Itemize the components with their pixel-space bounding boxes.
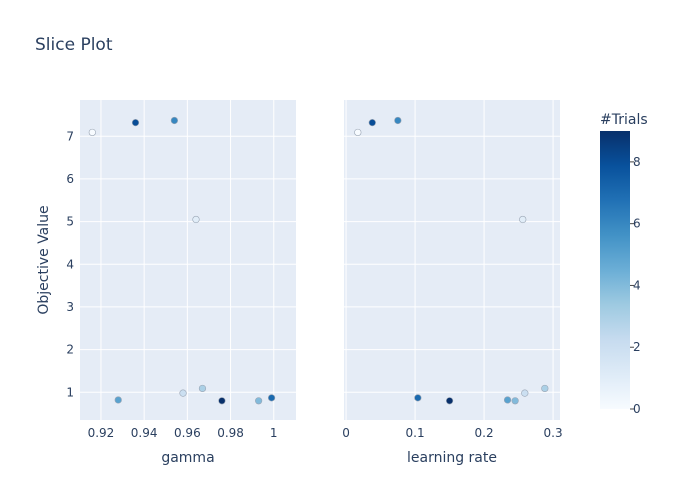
x-tick-label: 0: [342, 426, 350, 440]
x-tick-label: 0.92: [88, 426, 115, 440]
x-tick-label: 0.1: [406, 426, 425, 440]
data-point[interactable]: [503, 396, 512, 404]
chart-title: Slice Plot: [35, 35, 113, 55]
colorbar-tick-label: 8: [633, 155, 641, 169]
data-point[interactable]: [368, 119, 376, 127]
colorbar-tick-label: 0: [633, 402, 641, 416]
data-point[interactable]: [445, 397, 454, 405]
data-point[interactable]: [267, 394, 276, 402]
colorbar-tick-label: 4: [633, 278, 641, 292]
x-tick-label: 0.98: [217, 426, 244, 440]
plot-area: [80, 100, 296, 420]
data-point[interactable]: [519, 215, 527, 224]
data-point[interactable]: [114, 396, 122, 404]
data-point[interactable]: [131, 119, 140, 127]
x-tick-label: 0.96: [174, 426, 201, 440]
data-point[interactable]: [218, 397, 226, 405]
x-tick-label: 0.3: [544, 426, 563, 440]
y-tick-label: 3: [66, 300, 74, 314]
y-axis-label: Objective Value: [36, 205, 52, 314]
panel-gamma: 0.92 0.94 0.96 0.98 1 1 2 3 4 5 6 7 gamma: [66, 100, 296, 466]
y-tick-label: 7: [66, 129, 74, 143]
data-point[interactable]: [511, 397, 519, 405]
colorbar-tick-label: 6: [633, 217, 641, 231]
data-point[interactable]: [88, 128, 96, 137]
y-tick-label: 1: [66, 385, 74, 399]
x-tick-label: 0.2: [475, 426, 494, 440]
data-point[interactable]: [170, 116, 178, 125]
data-point[interactable]: [354, 128, 362, 137]
y-tick-label: 5: [66, 215, 74, 229]
data-point[interactable]: [414, 394, 422, 402]
data-point[interactable]: [541, 384, 549, 393]
x-tick-label: 1: [270, 426, 278, 440]
data-point[interactable]: [394, 116, 402, 125]
colorbar: #Trials 0 2 4 6 8: [600, 112, 648, 416]
data-point[interactable]: [179, 389, 187, 397]
y-tick-label: 4: [66, 257, 74, 271]
x-axis-label: learning rate: [407, 450, 497, 466]
x-tick-label: 0.94: [131, 426, 158, 440]
data-point[interactable]: [198, 384, 207, 393]
colorbar-gradient: [600, 131, 630, 409]
plot-area: [344, 100, 560, 420]
data-point[interactable]: [521, 389, 529, 397]
data-point[interactable]: [255, 397, 263, 405]
x-axis-label: gamma: [161, 450, 214, 466]
panel-learning-rate: 0 0.1 0.2 0.3 learning rate: [342, 100, 563, 466]
y-tick-label: 2: [66, 343, 74, 357]
colorbar-tick-label: 2: [633, 340, 641, 354]
colorbar-title: #Trials: [600, 112, 648, 128]
data-point[interactable]: [192, 215, 200, 224]
y-tick-label: 6: [66, 172, 74, 186]
